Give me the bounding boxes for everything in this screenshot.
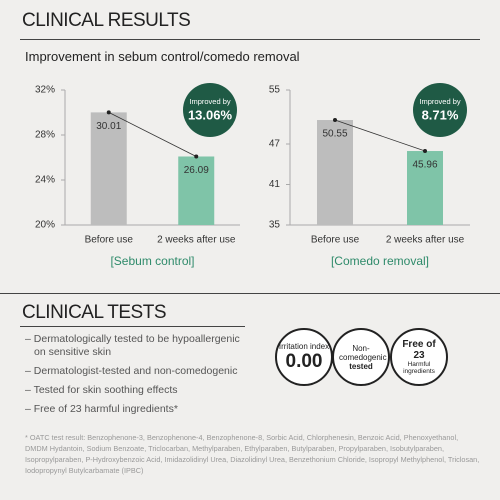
badge-label: Improved by xyxy=(419,97,461,106)
trend-line xyxy=(108,112,197,157)
x-tick-label: 2 weeks after use xyxy=(386,235,465,246)
bar xyxy=(317,120,353,225)
x-tick-label: 2 weeks after use xyxy=(157,235,236,246)
rule xyxy=(20,326,245,327)
divider xyxy=(0,293,500,294)
trend-dot xyxy=(423,149,427,154)
badge-text: tested xyxy=(349,361,373,371)
subtitle: Improvement in sebum control/comedo remo… xyxy=(25,49,300,64)
badge: Free of 23 Harmful ingredients xyxy=(390,328,448,386)
test-item: Dermatologically tested to be hypoallerg… xyxy=(25,333,250,359)
test-item: Tested for skin soothing effects xyxy=(25,384,250,397)
bar xyxy=(407,151,443,225)
value-label: 26.09 xyxy=(184,165,209,176)
bar xyxy=(90,112,127,225)
x-tick-label: Before use xyxy=(85,235,134,246)
y-tick-label: 47 xyxy=(269,139,281,150)
caption: [Comedo removal] xyxy=(331,254,429,268)
y-tick-label: 41 xyxy=(269,179,281,190)
chart: 20% 24% 28% 32% 30.01 Before use 26.09 2 weeks … xyxy=(35,83,240,268)
badge-label: Improved by xyxy=(189,97,231,106)
badge xyxy=(183,83,237,137)
section-title: CLINICAL RESULTS xyxy=(22,10,191,31)
badge-value: Free of 23 xyxy=(402,339,436,361)
badge: Irritation index 0.00 xyxy=(275,328,333,386)
badge-text: Irritation index xyxy=(278,341,330,351)
test-list: Dermatologically tested to be hypoallerg… xyxy=(25,333,250,422)
badge-value: 8.71% xyxy=(422,107,459,122)
trend-dot xyxy=(106,110,111,115)
value-label: 50.55 xyxy=(322,129,347,140)
value-label: 45.96 xyxy=(412,160,437,171)
badge: Non-comedogenic tested xyxy=(332,328,390,386)
bar xyxy=(178,156,215,225)
x-tick-label: Before use xyxy=(311,235,360,246)
caption: [Sebum control] xyxy=(110,254,194,268)
badge-value: 13.06% xyxy=(188,107,233,122)
badge-value: 0.00 xyxy=(285,350,323,372)
trend-dot xyxy=(333,118,337,123)
section-title: CLINICAL TESTS xyxy=(22,302,167,323)
y-tick-label: 28% xyxy=(35,130,55,141)
badge-text: Harmful ingredients xyxy=(403,361,435,375)
badge-text: Non-comedogenic xyxy=(339,343,387,362)
y-tick-label: 24% xyxy=(35,175,55,186)
y-tick-label: 20% xyxy=(35,220,55,231)
trend-dot xyxy=(194,154,199,159)
badge xyxy=(413,83,467,137)
test-item: Dermatologist-tested and non-comedogenic xyxy=(25,365,250,378)
value-label: 30.01 xyxy=(96,121,121,132)
test-item: Free of 23 harmful ingredients* xyxy=(25,403,250,416)
y-tick-label: 35 xyxy=(269,220,281,231)
trend-line xyxy=(334,119,426,152)
footnote: * OATC test result: Benzophenone-3, Benz… xyxy=(25,433,480,475)
y-tick-label: 55 xyxy=(269,85,281,96)
rule xyxy=(20,39,480,40)
y-tick-label: 32% xyxy=(35,85,55,96)
chart: 35 41 47 55 50.55 Before use 45.96 2 weeks afte… xyxy=(269,83,470,268)
